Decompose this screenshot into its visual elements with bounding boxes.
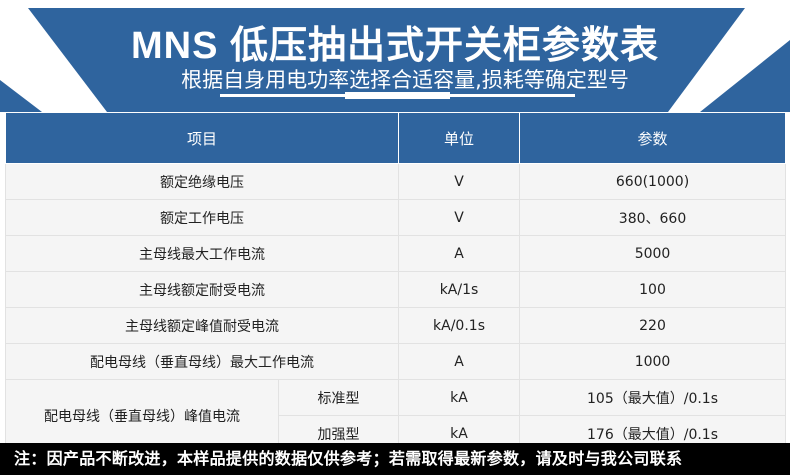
cell-value: 1000 (519, 343, 787, 380)
cell-value: 220 (519, 307, 787, 344)
cell-type: 标准型 (277, 379, 400, 416)
parameter-table: 项目 单位 参数 额定绝缘电压 V 660(1000) 额定工作电压 V 380、660 主… (4, 112, 787, 452)
col-header-unit: 单位 (398, 112, 521, 164)
cell-unit: kA/1s (398, 271, 521, 308)
cell-unit: A (398, 235, 521, 272)
cell-value: 105（最大值）/0.1s (519, 379, 787, 416)
cell-item: 额定工作电压 (4, 199, 400, 236)
col-header-item: 项目 (4, 112, 400, 164)
cell-value: 5000 (519, 235, 787, 272)
cell-value: 380、660 (519, 199, 787, 236)
table-row: 额定工作电压 V 380、660 (4, 199, 787, 236)
table-header: 项目 单位 参数 (4, 112, 787, 164)
cell-unit: V (398, 199, 521, 236)
cell-value: 660(1000) (519, 163, 787, 200)
cell-item: 主母线最大工作电流 (4, 235, 400, 272)
table-row: 主母线额定峰值耐受电流 kA/0.1s 220 (4, 307, 787, 344)
cell-unit: V (398, 163, 521, 200)
page-subtitle: 根据自身用电功率选择合适容量,损耗等确定型号 (181, 68, 629, 92)
header-banner (0, 0, 790, 112)
table-row: 配电母线（垂直母线）最大工作电流 A 1000 (4, 343, 787, 380)
cell-item: 主母线额定耐受电流 (4, 271, 400, 308)
cell-unit: kA (398, 379, 521, 416)
table-row: 配电母线（垂直母线）峰值电流 标准型 kA 105（最大值）/0.1s (5, 379, 787, 452)
cell-item: 主母线额定峰值耐受电流 (4, 307, 400, 344)
cell-item: 配电母线（垂直母线）峰值电流 (5, 379, 279, 452)
table-row: 主母线最大工作电流 A 5000 (4, 235, 787, 272)
cell-value: 100 (519, 271, 787, 308)
footer-note: 注：因产品不断改进，本样品提供的数据仅供参考；若需取得最新参数，请及时与我公司联… (0, 443, 790, 475)
cell-unit: A (398, 343, 521, 380)
page-title: MNS 低压抽出式开关柜参数表 (130, 25, 659, 67)
cell-item: 配电母线（垂直母线）最大工作电流 (4, 343, 400, 380)
table-row: 额定绝缘电压 V 660(1000) (4, 163, 787, 200)
col-header-value: 参数 (519, 112, 787, 164)
cell-item: 额定绝缘电压 (4, 163, 400, 200)
table-row: 主母线额定耐受电流 kA/1s 100 (4, 271, 787, 308)
cell-unit: kA/0.1s (398, 307, 521, 344)
